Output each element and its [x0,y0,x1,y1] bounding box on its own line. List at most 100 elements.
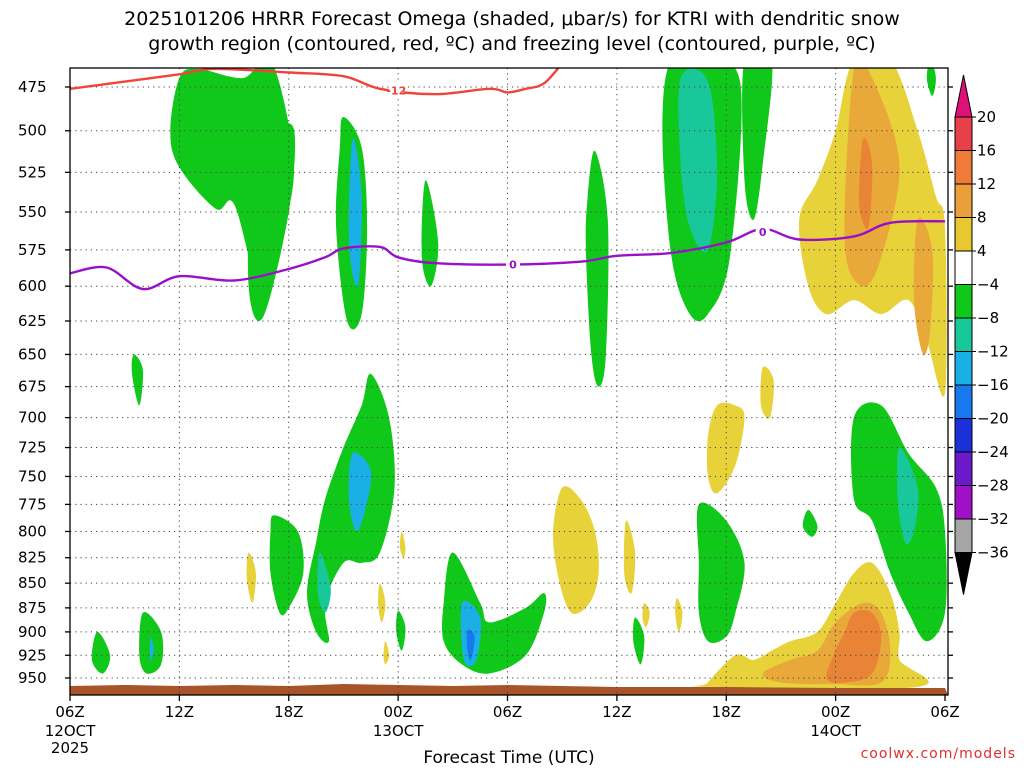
y-tick-label-800: 800 [18,522,47,540]
colorbar-swatch-2 [954,150,973,185]
chart-title-line-1: 2025101206 HRRR Forecast Omega (shaded, … [124,8,900,30]
x-tick-label-12: 18Z [274,703,303,721]
x-tick-date-0: 12OCT [45,722,96,740]
y-tick-label-750: 750 [18,467,47,485]
colorbar-swatch-4 [954,217,973,252]
omega-region-yellow-39 [378,583,386,623]
omega-region-yellow-32 [706,402,745,494]
y-axis: 475 500 525 550 575 600 625 650 675 700 725 750 775 8… [18,78,953,687]
dendritic-growth-contour [70,68,560,96]
y-tick-label-675: 675 [18,378,47,396]
x-tick-label-0: 06Z [55,703,84,721]
colorbar-label-12: −28 [977,477,1009,495]
omega-region-teal-8 [678,68,718,253]
colorbar-top-arrow [954,74,973,118]
omega-region-green-19 [396,610,406,651]
colorbar-label-4: 8 [977,209,987,227]
omega-region-green-16 [441,552,547,674]
omega-region-green-25 [802,509,818,537]
colorbar-label-7: −8 [977,309,999,327]
y-tick-label-725: 725 [18,439,47,457]
chart-title-line-2: growth region (contoured, red, ºC) and f… [148,33,875,55]
colorbar-swatch-10 [954,418,973,453]
colorbar-swatch-3 [954,183,973,218]
y-tick-label-900: 900 [18,623,47,641]
omega-region-green-5 [421,180,439,287]
omega-region-green-23 [632,617,645,665]
omega-region-blue-18 [466,629,475,661]
y-tick-label-500: 500 [18,122,47,140]
y-tick-label-475: 475 [18,78,47,96]
x-tick-label-6: 12Z [165,703,194,721]
plot-frame [69,67,949,696]
colorbar-label-14: −36 [977,544,1009,562]
colorbar-swatch-5 [954,250,973,285]
colorbar-swatch-13 [954,518,973,553]
dgs-contour-label-bg [389,83,404,98]
omega-region-orange-30 [859,137,873,229]
x-tick-date-42: 14OCT [810,722,861,740]
omega-region-green-24 [696,502,745,643]
x-tick-label-18: 00Z [383,703,412,721]
y-tick-label-575: 575 [18,241,47,259]
x-tick-year-0: 2025 [51,739,89,757]
omega-region-green-9 [742,68,773,220]
omega-region-green-10 [926,68,936,96]
colorbar-swatch-9 [954,384,973,419]
x-tick-label-42: 00Z [821,703,850,721]
x-tick-label-24: 06Z [493,703,522,721]
y-tick-label-950: 950 [18,669,47,687]
omega-region-yellow-41 [383,641,389,665]
colorbar: 20 16 12 8 4 −4 −8 −12 −16 −20 −24 −28 −32 −36 [954,74,1009,595]
colorbar-label-5: 4 [977,242,987,260]
colorbar-label-1: 20 [977,108,996,126]
freezing-contour-label-1: 0 [509,259,517,272]
terrain-fill [70,684,948,695]
colorbar-label-3: 12 [977,175,996,193]
omega-region-yellow-37 [675,598,683,632]
freezing-contour-label-1-bg [505,257,520,272]
y-tick-label-825: 825 [18,549,47,567]
y-tick-label-625: 625 [18,312,47,330]
site-credit[interactable]: coolwx.com/models [861,746,1016,762]
y-tick-label-775: 775 [18,495,47,513]
x-tick-label-30: 12Z [602,703,631,721]
x-tick-date-18: 13OCT [373,722,424,740]
y-tick-label-700: 700 [18,409,47,427]
colorbar-swatch-8 [954,351,973,386]
omega-region-yellow-33 [760,366,774,419]
freezing-contour-label-2-bg [755,224,770,239]
omega-region-cyan-13 [348,452,372,532]
colorbar-label-8: −12 [977,343,1009,361]
colorbar-swatch-12 [954,485,973,520]
omega-region-cyan-4 [348,138,362,288]
omega-region-cyan-22 [149,636,154,661]
x-tick-label-36: 18Z [712,703,741,721]
y-tick-label-925: 925 [18,646,47,664]
omega-region-teal-14 [317,552,331,613]
omega-region-green-6 [585,150,609,387]
colorbar-label-6: −4 [977,276,999,294]
omega-region-orange-44 [826,610,882,683]
colorbar-swatch-11 [954,451,973,486]
omega-region-yellow-34 [553,486,599,614]
y-tick-label-525: 525 [18,163,47,181]
grid-lines [70,68,948,695]
y-tick-label-850: 850 [18,574,47,592]
colorbar-swatch-1 [954,116,973,151]
y-tick-label-875: 875 [18,599,47,617]
colorbar-swatch-6 [954,284,973,319]
y-tick-label-550: 550 [18,203,47,221]
omega-region-yellow-35 [623,520,636,594]
omega-region-yellow-36 [642,602,650,628]
colorbar-label-2: 16 [977,142,996,160]
omega-region-teal-27 [896,447,919,544]
x-tick-label-48: 06Z [930,703,959,721]
colorbar-label-13: −32 [977,510,1009,528]
freezing-contour-label-2: 0 [759,226,767,239]
terrain-layer [70,684,948,695]
y-tick-label-650: 650 [18,345,47,363]
contour-lines: 0 0 -12 [70,68,946,291]
